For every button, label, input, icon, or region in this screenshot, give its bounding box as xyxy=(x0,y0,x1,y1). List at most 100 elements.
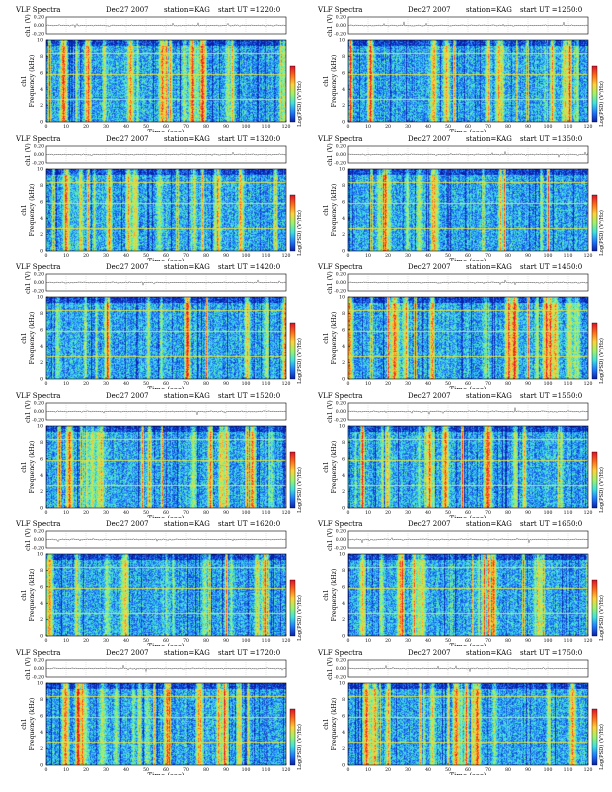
spectrum-panel: VLF Spectra Dec27 2007 station=KAG start UT… xyxy=(4,4,304,132)
time-tick-label: 120 xyxy=(282,124,291,130)
waveform-tick-label: 0.00 xyxy=(336,666,346,672)
panel-axes: VLF Spectra Dec27 2007 station=KAG start UT… xyxy=(317,6,605,132)
colorbar xyxy=(289,322,296,380)
time-tick-label: 20 xyxy=(83,381,89,387)
time-tick-label: 90 xyxy=(525,767,531,773)
time-tick-label: 10 xyxy=(63,253,69,259)
time-tick-label: 40 xyxy=(425,767,431,773)
time-tick-label: 60 xyxy=(163,767,169,773)
time-tick-label: 60 xyxy=(465,767,471,773)
time-tick-label: 90 xyxy=(223,253,229,259)
panel-title: VLF Spectra xyxy=(15,392,60,400)
time-tick-label: 10 xyxy=(365,381,371,387)
panel-station: station=KAG xyxy=(164,263,210,271)
panel-date: Dec27 2007 xyxy=(408,135,451,143)
frequency-tick-label: 10 xyxy=(37,38,43,44)
panel-axes: VLF Spectra Dec27 2007 station=KAG start UT… xyxy=(15,135,303,261)
panel-start-time: start UT =1720:0 xyxy=(218,649,280,657)
time-tick-label: 90 xyxy=(223,381,229,387)
frequency-tick-label: 4 xyxy=(40,729,43,735)
time-tick-label: 20 xyxy=(83,253,89,259)
frequency-tick-label: 0 xyxy=(40,762,43,768)
panel-station: station=KAG xyxy=(466,520,512,528)
time-tick-label: 0 xyxy=(347,510,350,516)
time-tick-label: 70 xyxy=(183,253,189,259)
time-tick-label: 100 xyxy=(544,124,553,130)
panel-date: Dec27 2007 xyxy=(408,6,451,14)
time-tick-label: 60 xyxy=(465,253,471,259)
colorbar xyxy=(591,194,598,251)
waveform-tick-label: -0.20 xyxy=(334,546,346,552)
time-tick-label: 110 xyxy=(262,253,271,259)
time-tick-label: 10 xyxy=(63,381,69,387)
panel-axes: VLF Spectra Dec27 2007 station=KAG start UT… xyxy=(15,263,303,389)
frequency-axis-label: Frequency (kHz) xyxy=(29,440,36,493)
colorbar-label: Log(PSD) (V²/Hz) xyxy=(598,338,605,384)
colorbar-label: Log(PSD) (V²/Hz) xyxy=(296,81,303,127)
panel-title: VLF Spectra xyxy=(15,520,60,528)
panel-date: Dec27 2007 xyxy=(408,520,451,528)
colorbar-label: Log(PSD) (V²/Hz) xyxy=(598,467,605,513)
frequency-tick-label: 6 xyxy=(40,327,43,333)
time-tick-label: 80 xyxy=(505,638,511,644)
frequency-axis-label: Frequency (kHz) xyxy=(331,312,338,365)
waveform-tick-label: 0.00 xyxy=(34,152,44,158)
waveform-tick-label: 0.00 xyxy=(34,23,44,29)
waveform-tick-label: -0.20 xyxy=(334,289,346,295)
panel-date: Dec27 2007 xyxy=(408,263,451,271)
waveform-tick-label: -0.20 xyxy=(32,32,44,38)
spectrum-panel: VLF Spectra Dec27 2007 station=KAG start UT… xyxy=(306,647,606,775)
time-tick-label: 70 xyxy=(485,510,491,516)
time-tick-label: 0 xyxy=(347,638,350,644)
colorbar-label: Log(PSD) (V²/Hz) xyxy=(598,724,605,770)
time-tick-label: 80 xyxy=(505,510,511,516)
panel-start-time: start UT =1750:0 xyxy=(520,649,582,657)
panel-title: VLF Spectra xyxy=(15,263,60,271)
panel-start-time: start UT =1550:0 xyxy=(520,392,582,400)
time-tick-label: 20 xyxy=(385,767,391,773)
panel-station: station=KAG xyxy=(466,6,512,14)
time-tick-label: 50 xyxy=(445,510,451,516)
frequency-tick-label: 2 xyxy=(342,489,345,495)
frequency-tick-label: 8 xyxy=(342,311,345,317)
colorbar xyxy=(591,579,598,637)
frequency-tick-label: 2 xyxy=(40,489,43,495)
time-tick-label: 60 xyxy=(465,510,471,516)
time-tick-label: 100 xyxy=(544,381,553,387)
spectrogram-channel-label: ch1 xyxy=(323,461,330,472)
colorbar xyxy=(289,194,296,251)
time-tick-label: 10 xyxy=(365,767,371,773)
waveform-tick-label: -0.20 xyxy=(334,674,346,680)
time-tick-label: 60 xyxy=(465,638,471,644)
time-tick-label: 40 xyxy=(123,638,129,644)
time-tick-label: 50 xyxy=(445,124,451,130)
frequency-tick-label: 2 xyxy=(40,360,43,366)
colorbar-label: Log(PSD) (V²/Hz) xyxy=(598,210,605,256)
time-tick-label: 90 xyxy=(525,638,531,644)
frequency-axis-label: Frequency (kHz) xyxy=(331,55,338,108)
time-tick-label: 110 xyxy=(564,124,573,130)
spectrogram-channel-label: ch1 xyxy=(323,204,330,215)
colorbar-label: Log(PSD) (V²/Hz) xyxy=(296,338,303,384)
frequency-tick-label: 4 xyxy=(40,87,43,93)
time-tick-label: 60 xyxy=(163,510,169,516)
spectrogram-channel-label: ch1 xyxy=(21,589,28,600)
waveform-axis-label: ch1 (V) xyxy=(327,657,334,680)
time-tick-label: 70 xyxy=(485,767,491,773)
panel-title: VLF Spectra xyxy=(15,6,60,14)
time-tick-label: 60 xyxy=(465,381,471,387)
time-tick-label: 20 xyxy=(385,510,391,516)
time-tick-label: 30 xyxy=(103,510,109,516)
time-tick-label: 0 xyxy=(45,253,48,259)
waveform-tick-label: 0.20 xyxy=(34,143,44,149)
time-tick-label: 90 xyxy=(223,767,229,773)
waveform-axis-label: ch1 (V) xyxy=(25,271,32,294)
waveform-tick-label: -0.20 xyxy=(32,546,44,552)
time-tick-label: 80 xyxy=(505,767,511,773)
time-tick-label: 70 xyxy=(485,124,491,130)
spectrum-panel: VLF Spectra Dec27 2007 station=KAG start UT… xyxy=(4,261,304,389)
time-tick-label: 120 xyxy=(584,767,593,773)
frequency-tick-label: 4 xyxy=(342,472,345,478)
time-tick-label: 80 xyxy=(505,381,511,387)
frequency-tick-label: 10 xyxy=(339,166,345,172)
